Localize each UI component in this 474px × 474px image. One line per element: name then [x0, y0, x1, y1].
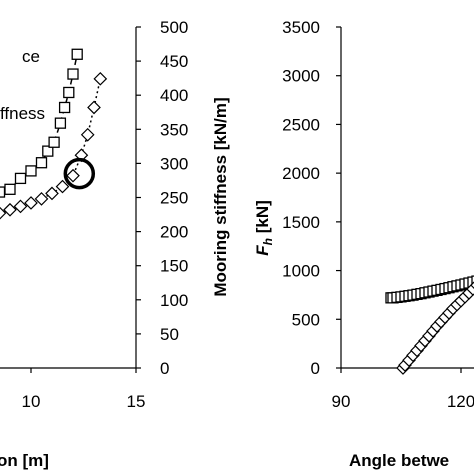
left-series-2-marker — [34, 192, 49, 206]
left-series-1-marker — [25, 165, 37, 177]
right-y-tick-label: 3000 — [282, 67, 320, 86]
left-y2-tick-label: 50 — [160, 325, 179, 344]
right-y-tick-label: 1000 — [282, 262, 320, 281]
right-y-axis-title: Fh [kN] — [253, 200, 275, 256]
left-series-1-marker — [35, 157, 48, 169]
fh-unit: [kN] — [253, 200, 272, 238]
right-y-tick-label: 2000 — [282, 164, 320, 183]
left-series-1-marker — [63, 86, 75, 99]
left-y2-tick-label: 0 — [160, 359, 169, 378]
left-y2-tick-label: 200 — [160, 223, 188, 242]
right-series-2-marker — [470, 281, 474, 290]
legend-label-series-1: ce — [22, 47, 40, 66]
left-series-2-marker — [55, 179, 70, 194]
left-y2-tick-label: 100 — [160, 291, 188, 310]
left-x-tick-label: 10 — [22, 392, 41, 411]
left-series-1-marker — [4, 183, 16, 195]
left-series-1-marker — [67, 68, 79, 80]
right-x-tick-label: 90 — [332, 392, 351, 411]
left-y2-tick-label: 300 — [160, 154, 188, 173]
left-y2-tick-label: 350 — [160, 120, 188, 139]
right-y-tick-label: 0 — [311, 359, 320, 378]
right-y-tick-label: 3500 — [282, 18, 320, 37]
left-series-1-marker — [42, 145, 54, 157]
right-x-tick-label: 120 — [447, 392, 474, 411]
right-y-tick-label: 2500 — [282, 115, 320, 134]
left-series-2-marker — [87, 100, 101, 115]
fh-symbol: F — [253, 245, 272, 256]
left-series-1-marker — [48, 136, 60, 148]
left-series-2-marker — [66, 168, 80, 183]
left-series-2-marker — [45, 186, 59, 201]
right-x-axis-title: Angle betwe — [349, 451, 449, 470]
right-y-tick-label: 1500 — [282, 213, 320, 232]
left-series-2-marker — [0, 206, 7, 220]
left-series-1-marker — [54, 117, 67, 129]
left-series-1-marker — [0, 186, 6, 198]
left-x-axis-title: on [m] — [0, 451, 49, 470]
left-series-2-marker — [13, 199, 28, 214]
left-series-1-marker — [71, 48, 83, 60]
left-x-tick-label: 15 — [127, 392, 146, 411]
left-y2-axis-title: Mooring stiffness [kN/m] — [211, 97, 230, 296]
left-series-1-marker — [14, 172, 27, 185]
left-series-2-marker — [3, 202, 17, 217]
highlight-circle — [63, 157, 96, 190]
left-series-2-marker — [24, 196, 38, 210]
left-y2-tick-label: 150 — [160, 257, 188, 276]
left-series-2-marker — [93, 71, 108, 86]
left-series-2-marker — [80, 127, 95, 142]
right-y-tick-label: 500 — [292, 310, 320, 329]
fh-subscript: h — [261, 238, 275, 245]
right-series-1-marker — [471, 275, 474, 287]
left-series-1-marker — [58, 101, 71, 114]
left-y2-tick-label: 450 — [160, 52, 188, 71]
legend-label-series-2: ffness — [0, 104, 45, 123]
left-y2-tick-label: 500 — [160, 18, 188, 37]
left-y2-tick-label: 250 — [160, 189, 188, 208]
left-y2-tick-label: 400 — [160, 86, 188, 105]
